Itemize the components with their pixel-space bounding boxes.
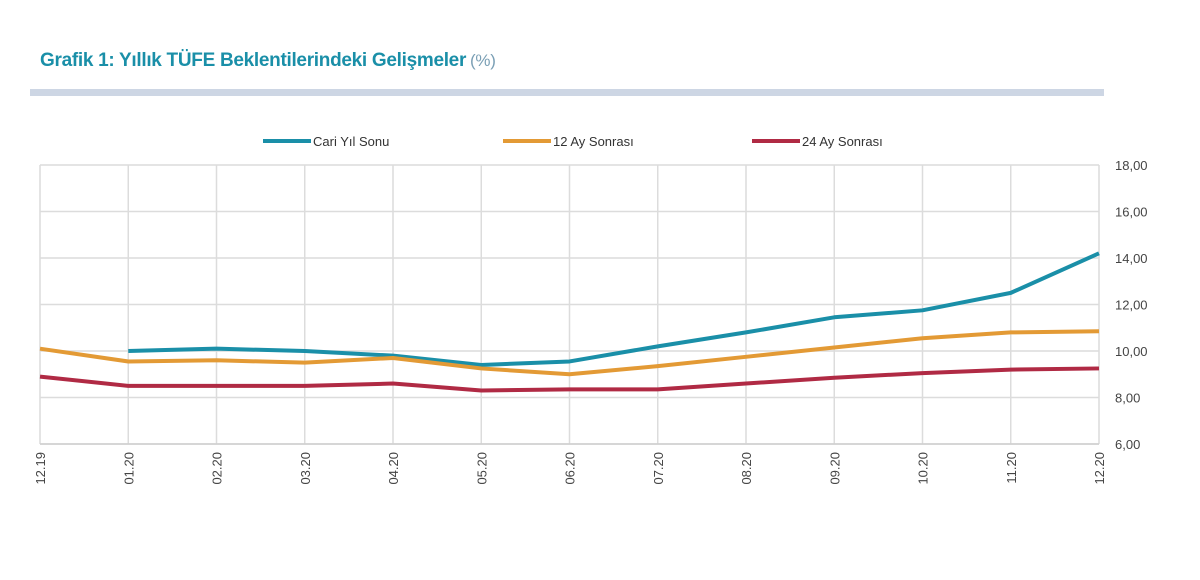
y-tick-label: 12,00 bbox=[1115, 298, 1148, 313]
y-tick-label: 10,00 bbox=[1115, 344, 1148, 359]
y-tick-label: 8,00 bbox=[1115, 391, 1140, 406]
x-tick-label: 09.20 bbox=[827, 452, 842, 485]
series-line-2 bbox=[39, 329, 1100, 377]
chart-title-unit: (%) bbox=[470, 51, 496, 70]
series-line-3 bbox=[39, 366, 1100, 393]
y-tick-label: 14,00 bbox=[1115, 251, 1148, 266]
chart-title-text: Grafik 1: Yıllık TÜFE Beklentilerindeki … bbox=[40, 50, 467, 71]
series-line-1 bbox=[128, 251, 1100, 367]
x-tick-label: 10.20 bbox=[916, 452, 931, 485]
x-tick-label: 12.20 bbox=[1092, 452, 1107, 485]
x-tick-label: 11.20 bbox=[1004, 452, 1019, 484]
y-tick-label: 6,00 bbox=[1115, 437, 1140, 452]
x-tick-label: 01.20 bbox=[121, 452, 136, 485]
x-tick-label: 08.20 bbox=[739, 452, 754, 485]
x-tick-label: 02.20 bbox=[210, 452, 225, 485]
legend-label: 24 Ay Sonrası bbox=[802, 134, 883, 149]
x-tick-label: 12.19 bbox=[33, 452, 48, 485]
title-divider bbox=[30, 89, 1104, 96]
x-tick-label: 03.20 bbox=[298, 452, 313, 485]
x-tick-label: 05.20 bbox=[474, 452, 489, 485]
y-tick-label: 18,00 bbox=[1115, 158, 1148, 173]
legend-label: 12 Ay Sonrası bbox=[553, 134, 634, 149]
legend-label: Cari Yıl Sonu bbox=[313, 134, 389, 149]
x-tick-label: 04.20 bbox=[386, 452, 401, 485]
y-tick-label: 16,00 bbox=[1115, 205, 1148, 220]
x-tick-label: 07.20 bbox=[651, 452, 666, 485]
chart-title: Grafik 1: Yıllık TÜFE Beklentilerindeki … bbox=[40, 50, 496, 72]
x-tick-label: 06.20 bbox=[563, 452, 578, 485]
